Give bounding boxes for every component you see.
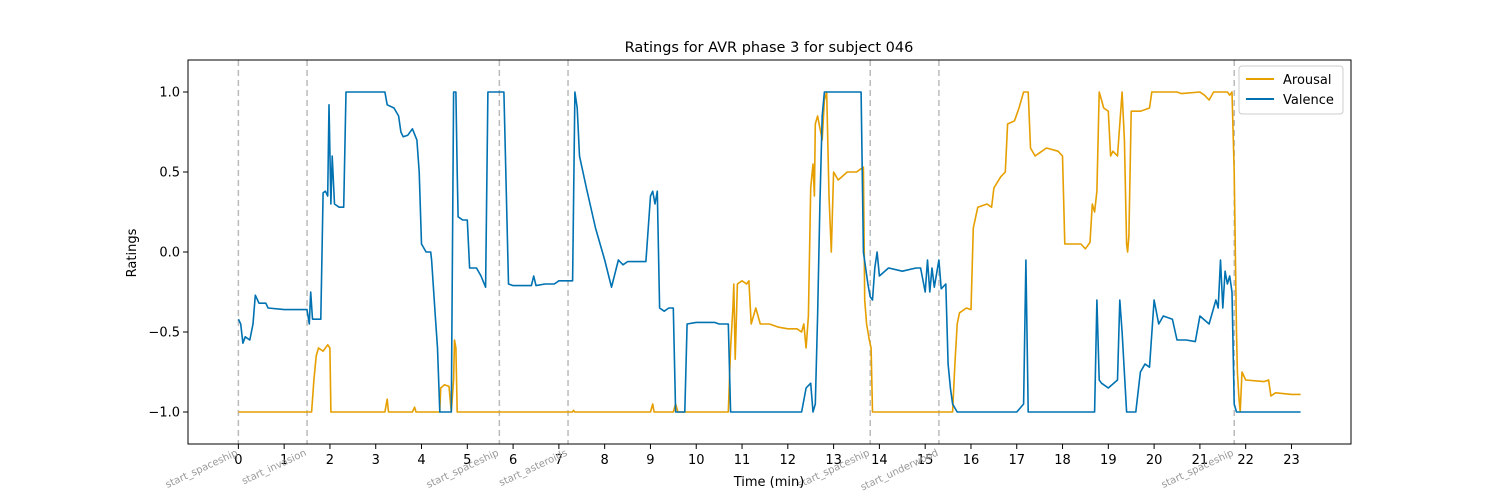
x-tick-label: 6 [509, 453, 517, 468]
series-line-arousal [238, 91, 1301, 413]
x-tick-label: 5 [463, 453, 471, 468]
x-tick-label: 21 [1192, 453, 1209, 468]
x-tick-label: 14 [871, 453, 888, 468]
x-tick-label: 8 [601, 453, 609, 468]
y-axis-label: Ratings [125, 228, 140, 277]
x-tick-label: 3 [372, 453, 380, 468]
x-tick-label: 2 [326, 453, 334, 468]
legend-label-valence: Valence [1283, 93, 1334, 108]
x-tick-label: 19 [1100, 453, 1117, 468]
x-tick-label: 20 [1146, 453, 1163, 468]
y-tick-label: −0.5 [148, 326, 180, 341]
chart-title: Ratings for AVR phase 3 for subject 046 [625, 40, 914, 56]
y-tick-label: 0.5 [159, 166, 180, 181]
x-tick-label: 16 [963, 453, 980, 468]
x-tick-label: 0 [234, 453, 242, 468]
x-tick-label: 7 [555, 453, 563, 468]
x-tick-label: 22 [1237, 453, 1254, 468]
y-tick-label: 1.0 [159, 86, 180, 101]
x-tick-label: 13 [825, 453, 842, 468]
x-tick-label: 1 [280, 453, 288, 468]
x-axis-label: Time (min) [733, 475, 805, 490]
x-tick-label: 4 [417, 453, 425, 468]
y-tick-label: 0.0 [159, 246, 180, 261]
x-tick-label: 9 [646, 453, 654, 468]
x-tick-label: 18 [1054, 453, 1071, 468]
y-tick-label: −1.0 [148, 406, 180, 421]
legend-label-arousal: Arousal [1283, 73, 1332, 88]
x-tick-label: 12 [780, 453, 797, 468]
x-tick-label: 17 [1008, 453, 1025, 468]
x-tick-label: 23 [1283, 453, 1300, 468]
x-tick-label: 11 [734, 453, 751, 468]
plot-frame [187, 59, 1352, 445]
legend: Arousal Valence [1238, 65, 1344, 115]
x-tick-label: 15 [917, 453, 934, 468]
series-line-valence [237, 91, 1301, 413]
x-tick-label: 10 [688, 453, 705, 468]
